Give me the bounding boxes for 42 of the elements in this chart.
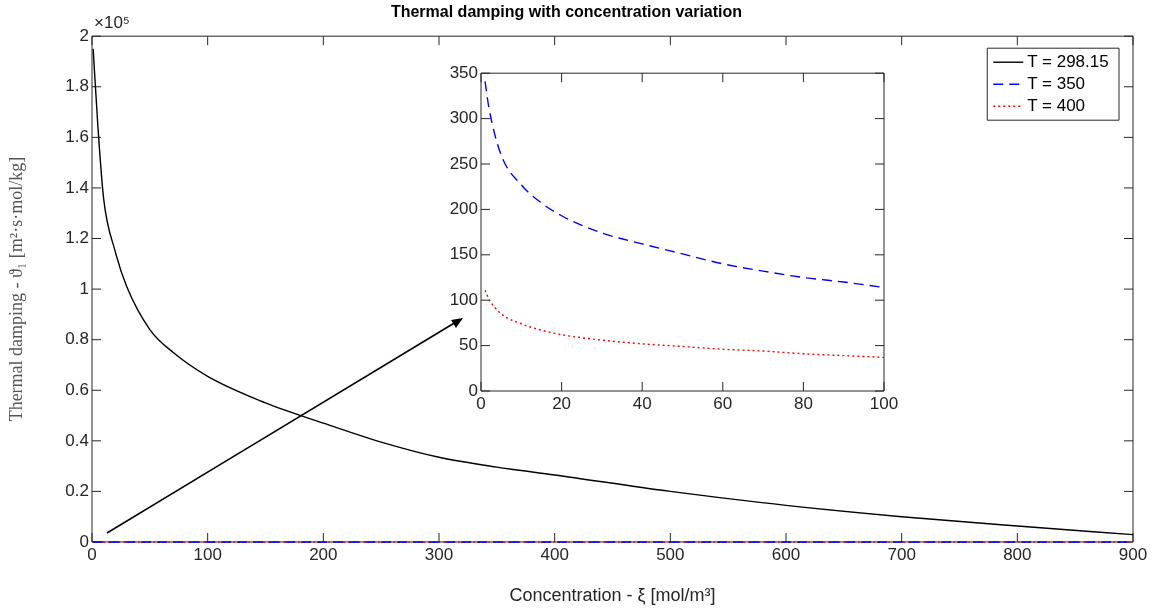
x-tick-label: 100 (193, 544, 222, 564)
legend-label: T = 400 (1027, 95, 1086, 115)
x-tick-label: 300 (424, 544, 454, 564)
y-tick-label: 2 (79, 25, 89, 45)
x-tick-label: 40 (632, 393, 652, 413)
y-tick-label: 100 (449, 289, 478, 309)
y-tick-label: 350 (449, 62, 478, 82)
y-tick-label: 250 (449, 153, 478, 173)
x-tick-label: 700 (887, 544, 916, 564)
y-tick-label: 1.4 (65, 177, 89, 197)
x-tick-label: 60 (713, 393, 733, 413)
y-tick-label: 0 (79, 531, 89, 551)
y-tick-label: 300 (449, 108, 478, 128)
y-axis-title: Thermal damping - ϑ₁ [m²·s·mol/kg] (5, 156, 26, 422)
y-tick-label: 1 (79, 278, 89, 298)
x-tick-label: 20 (552, 393, 572, 413)
y-tick-label: 1.8 (65, 76, 89, 96)
line-series (484, 289, 885, 359)
y-tick-label: 1.6 (65, 127, 89, 147)
line-series (92, 48, 1134, 536)
y-tick-label: 0.2 (65, 481, 89, 501)
y-tick-label: 1.2 (65, 228, 89, 248)
x-tick-label: 500 (656, 544, 685, 564)
y-tick-label: 0 (468, 380, 478, 400)
chart-title: Thermal damping with concentration variation (390, 3, 743, 21)
legend-label: T = 298.15 (1027, 51, 1109, 71)
x-tick-label: 900 (1118, 544, 1148, 564)
x-tick-label: 200 (309, 544, 338, 564)
text: ×10⁵ (94, 13, 130, 33)
legend-label: T = 350 (1027, 73, 1086, 93)
x-tick-label: 100 (869, 393, 899, 413)
x-axis-title: Concentration - ξ [mol/m³] (509, 585, 716, 606)
y-tick-label: 0.8 (65, 329, 89, 349)
x-tick-label: 600 (771, 544, 801, 564)
x-tick-label: 80 (793, 393, 813, 413)
x-tick-label: 800 (1003, 544, 1032, 564)
y-tick-label: 0.6 (65, 379, 89, 399)
y-tick-label: 150 (449, 244, 478, 264)
y-tick-label: 200 (449, 199, 478, 219)
y-tick-label: 50 (459, 335, 478, 355)
y-tick-label: 0.4 (65, 430, 89, 450)
x-tick-label: 400 (540, 544, 569, 564)
